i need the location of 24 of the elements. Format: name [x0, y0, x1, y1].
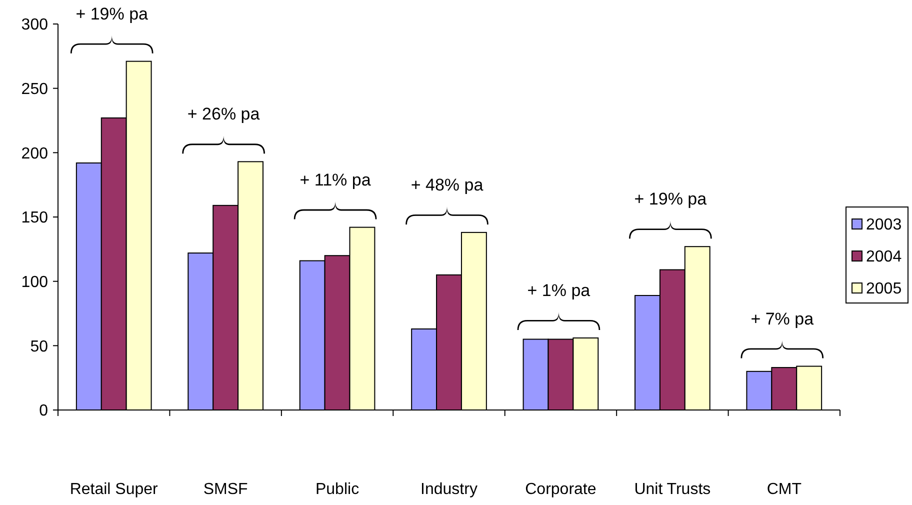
x-tick-label: CMT	[766, 481, 802, 498]
annotation: + 19% pa	[634, 190, 708, 209]
legend-label: 2005	[866, 280, 902, 298]
x-tick-label: Retail Super	[70, 481, 159, 498]
annotation: + 1% pa	[527, 280, 591, 300]
y-tick-label: 100	[21, 274, 48, 291]
annotation: + 11% pa	[300, 170, 372, 190]
y-tick-label: 300	[21, 16, 48, 34]
y-tick-label: 250	[21, 80, 48, 98]
legend-label: 2004	[866, 248, 902, 266]
y-tick-label: 150	[21, 210, 48, 227]
x-tick-label: Unit Trusts	[634, 481, 711, 498]
annotation: + 7% pa	[750, 309, 814, 328]
text: + 19% pa	[76, 4, 149, 24]
x-tick-label: Industry	[420, 481, 478, 498]
y-tick-label: 200	[21, 145, 48, 162]
annotation: + 26% pa	[187, 104, 260, 124]
annotation: + 48% pa	[410, 175, 484, 194]
x-tick-label: SMSF	[203, 481, 248, 498]
x-tick-label: Corporate	[525, 481, 596, 498]
legend-label: 2003	[866, 216, 902, 234]
y-tick-label: 0	[39, 402, 48, 420]
y-tick-label: 50	[30, 338, 48, 356]
x-tick-label: Public	[315, 481, 360, 498]
